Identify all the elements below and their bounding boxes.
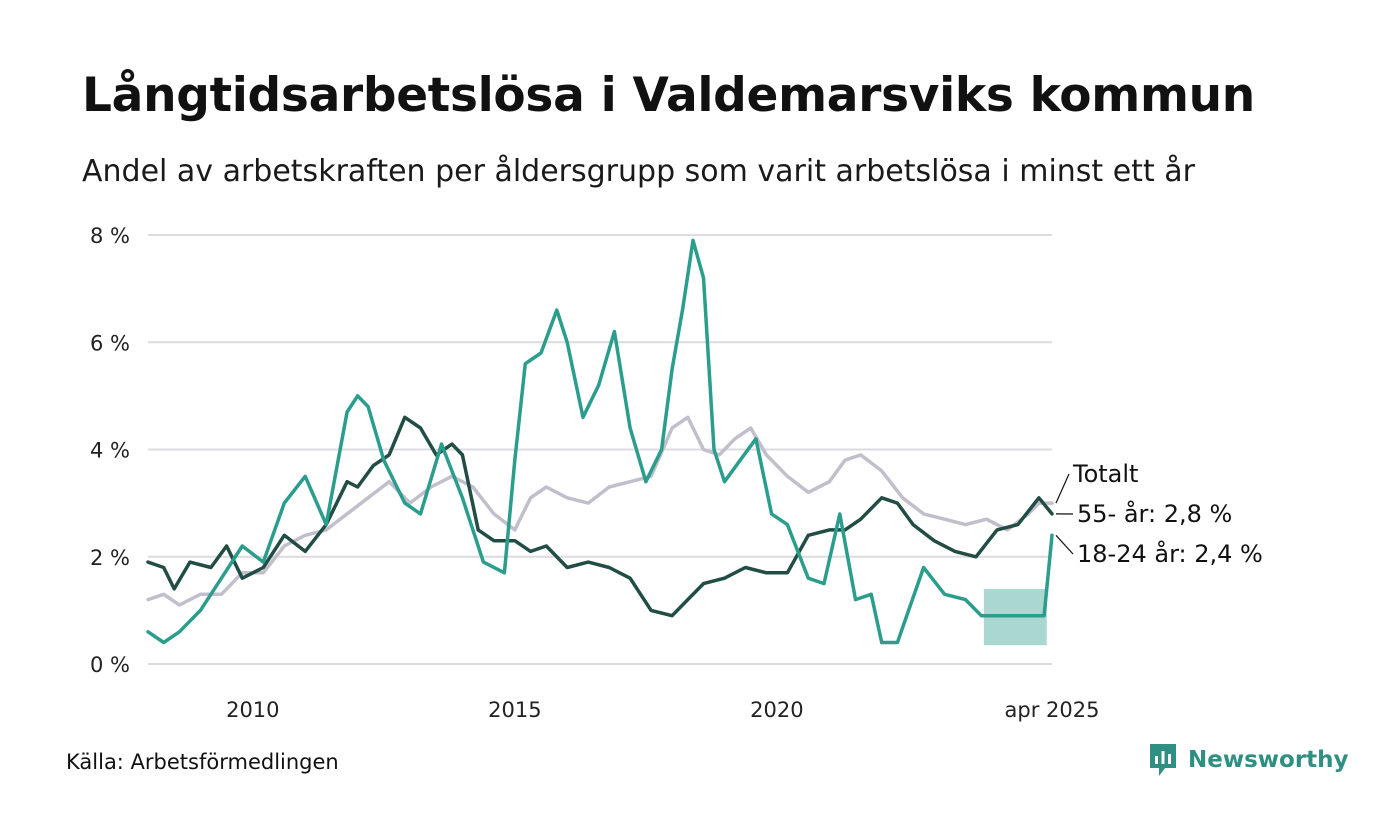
chart-subtitle: Andel av arbetskraften per åldersgrupp s… [82,154,1195,189]
series-line-1 [146,415,1054,618]
chart-title: Långtidsarbetslösa i Valdemarsviks kommu… [82,68,1255,123]
y-tick-label: 8 % [90,224,130,248]
newsworthy-logo-icon [1150,744,1176,776]
brand-logo[interactable]: Newsworthy [1148,742,1349,778]
x-tick-label: 2020 [750,698,803,722]
label-18-24-ar: 18-24 år: 2,4 % [1077,539,1263,568]
y-tick-label: 6 % [90,331,130,355]
leader-line [1055,534,1074,555]
series-line-2 [146,238,1054,645]
leader-line [1055,473,1070,504]
brand-name: Newsworthy [1188,747,1349,773]
x-tick-label: apr 2025 [1005,698,1100,722]
series-line-0 [146,415,1054,607]
label-55-ar: 55- år: 2,8 % [1077,499,1232,528]
x-tick-label: 2010 [226,698,279,722]
y-tick-label: 0 % [90,653,130,677]
y-tick-label: 4 % [90,439,130,463]
x-tick-label: 2015 [488,698,541,722]
y-tick-label: 2 % [90,546,130,570]
label-totalt: Totalt [1072,460,1138,488]
source-note: Källa: Arbetsförmedlingen [66,750,339,774]
